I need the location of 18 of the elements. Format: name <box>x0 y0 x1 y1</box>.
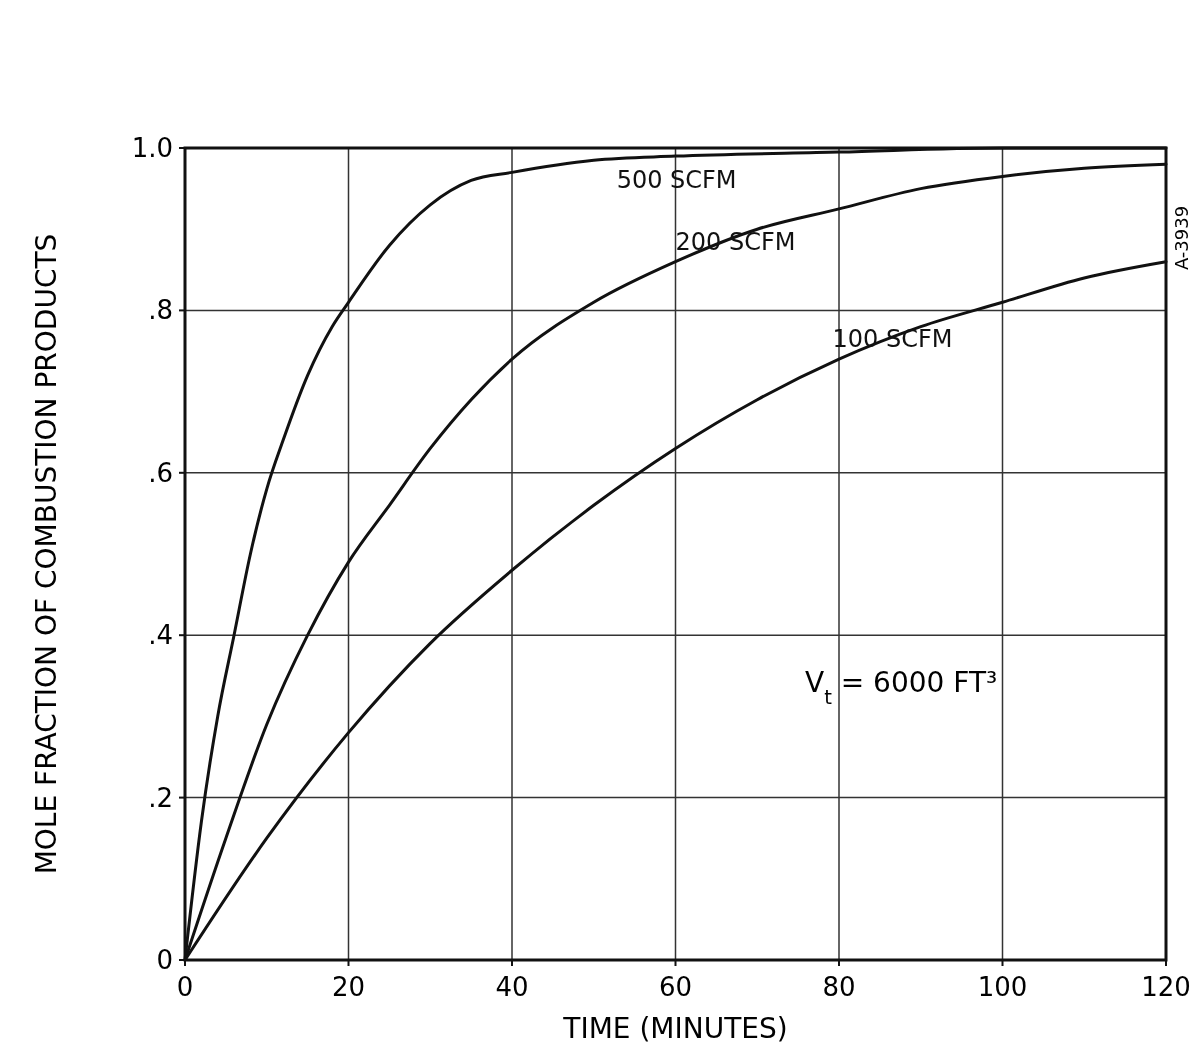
y-tick-label: .6 <box>148 457 173 488</box>
x-tick-label: 40 <box>495 972 529 1002</box>
x-tick-label: 20 <box>331 972 366 1002</box>
x-tick-label: 80 <box>822 972 856 1002</box>
text: A-3939 <box>1171 205 1192 271</box>
y-tick-label: .2 <box>148 782 173 813</box>
y-tick-label: 0 <box>156 945 173 975</box>
x-axis-title: TIME (MINUTES) <box>562 1012 788 1045</box>
y-tick-label: 1.0 <box>131 133 173 163</box>
x-tick-label: 0 <box>176 972 194 1002</box>
y-tick-label: .8 <box>148 295 173 326</box>
y-tick-label: .4 <box>148 620 173 651</box>
x-tick-label: 120 <box>1141 972 1191 1002</box>
annotation: V$_{t}$ = 6000 FT³ <box>805 666 998 709</box>
y-axis-title: MOLE FRACTION OF COMBUSTION PRODUCTS <box>30 233 63 875</box>
x-tick-label: 100 <box>977 972 1028 1002</box>
x-tick-label: 60 <box>658 972 693 1002</box>
series-label: 200 SCFM <box>675 227 796 256</box>
